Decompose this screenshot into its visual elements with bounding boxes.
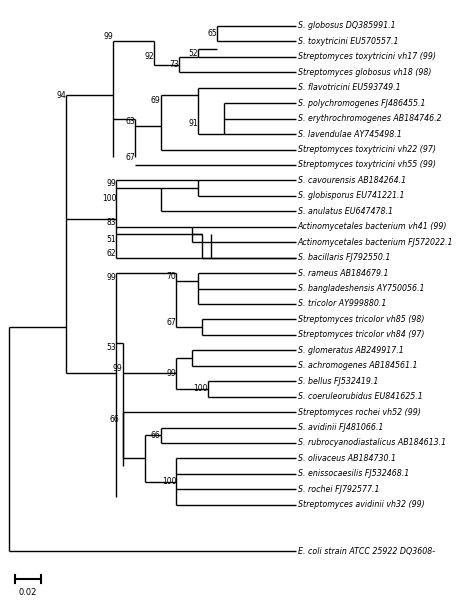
Text: S. rameus AB184679.1: S. rameus AB184679.1 (298, 268, 388, 278)
Text: S. coeruleorubidus EU841625.1: S. coeruleorubidus EU841625.1 (298, 392, 422, 401)
Text: 100: 100 (102, 194, 116, 203)
Text: S. tricolor AY999880.1: S. tricolor AY999880.1 (298, 299, 386, 308)
Text: Streptomyces rochei vh52 (99): Streptomyces rochei vh52 (99) (298, 408, 420, 417)
Text: 94: 94 (56, 91, 66, 100)
Text: S. erythrochromogenes AB184746.2: S. erythrochromogenes AB184746.2 (298, 114, 441, 123)
Text: S. bellus FJ532419.1: S. bellus FJ532419.1 (298, 377, 378, 386)
Text: Actinomycetales bacterium FJ572022.1: Actinomycetales bacterium FJ572022.1 (298, 238, 453, 247)
Text: Actinomycetales bacterium vh41 (99): Actinomycetales bacterium vh41 (99) (298, 222, 447, 231)
Text: 51: 51 (107, 235, 116, 244)
Text: 100: 100 (193, 385, 208, 394)
Text: S. cavourensis AB184264.1: S. cavourensis AB184264.1 (298, 176, 406, 185)
Text: 99: 99 (103, 33, 113, 42)
Text: 99: 99 (113, 364, 123, 373)
Text: Streptomyces globosus vh18 (98): Streptomyces globosus vh18 (98) (298, 68, 431, 77)
Text: S. globisporus EU741221.1: S. globisporus EU741221.1 (298, 191, 404, 200)
Text: 53: 53 (107, 343, 116, 352)
Text: 0.02: 0.02 (19, 588, 37, 597)
Text: S. rubrocyanodiastalicus AB184613.1: S. rubrocyanodiastalicus AB184613.1 (298, 438, 446, 447)
Text: 70: 70 (166, 272, 176, 281)
Text: E. coli strain ATCC 25922 DQ3608-: E. coli strain ATCC 25922 DQ3608- (298, 547, 435, 556)
Text: S. lavendulae AY745498.1: S. lavendulae AY745498.1 (298, 129, 401, 138)
Text: S. olivaceus AB184730.1: S. olivaceus AB184730.1 (298, 454, 396, 463)
Text: S. avidinii FJ481066.1: S. avidinii FJ481066.1 (298, 423, 383, 432)
Text: 52: 52 (189, 49, 198, 58)
Text: S. glomeratus AB249917.1: S. glomeratus AB249917.1 (298, 346, 403, 355)
Text: 66: 66 (151, 431, 161, 440)
Text: 66: 66 (110, 415, 119, 424)
Text: Streptomyces toxytricini vh55 (99): Streptomyces toxytricini vh55 (99) (298, 161, 436, 169)
Text: 91: 91 (189, 119, 198, 128)
Text: Streptomyces avidinii vh32 (99): Streptomyces avidinii vh32 (99) (298, 500, 425, 509)
Text: S. bangladeshensis AY750056.1: S. bangladeshensis AY750056.1 (298, 284, 424, 293)
Text: 83: 83 (107, 217, 116, 226)
Text: S. enissocaesilis FJ532468.1: S. enissocaesilis FJ532468.1 (298, 470, 409, 479)
Text: 65: 65 (208, 29, 217, 38)
Text: 63: 63 (126, 117, 135, 126)
Text: S. anulatus EU647478.1: S. anulatus EU647478.1 (298, 207, 393, 216)
Text: S. globosus DQ385991.1: S. globosus DQ385991.1 (298, 22, 395, 31)
Text: Streptomyces toxytricini vh17 (99): Streptomyces toxytricini vh17 (99) (298, 52, 436, 61)
Text: 62: 62 (107, 249, 116, 258)
Text: 69: 69 (151, 96, 161, 105)
Text: S. rochei FJ792577.1: S. rochei FJ792577.1 (298, 485, 379, 494)
Text: S. toxytricini EU570557.1: S. toxytricini EU570557.1 (298, 37, 398, 46)
Text: S. achromogenes AB184561.1: S. achromogenes AB184561.1 (298, 361, 417, 370)
Text: S. bacillaris FJ792550.1: S. bacillaris FJ792550.1 (298, 253, 390, 262)
Text: Streptomyces tricolor vh84 (97): Streptomyces tricolor vh84 (97) (298, 330, 424, 340)
Text: 99: 99 (166, 369, 176, 378)
Text: 67: 67 (166, 318, 176, 327)
Text: 67: 67 (126, 153, 135, 162)
Text: S. polychromogenes FJ486455.1: S. polychromogenes FJ486455.1 (298, 99, 425, 108)
Text: 99: 99 (107, 179, 116, 188)
Text: 73: 73 (170, 60, 180, 69)
Text: S. flavotricini EU593749.1: S. flavotricini EU593749.1 (298, 83, 401, 92)
Text: 92: 92 (145, 52, 154, 61)
Text: Streptomyces toxytricini vh22 (97): Streptomyces toxytricini vh22 (97) (298, 145, 436, 154)
Text: Streptomyces tricolor vh85 (98): Streptomyces tricolor vh85 (98) (298, 315, 424, 324)
Text: 100: 100 (162, 477, 176, 486)
Text: 99: 99 (107, 273, 116, 282)
